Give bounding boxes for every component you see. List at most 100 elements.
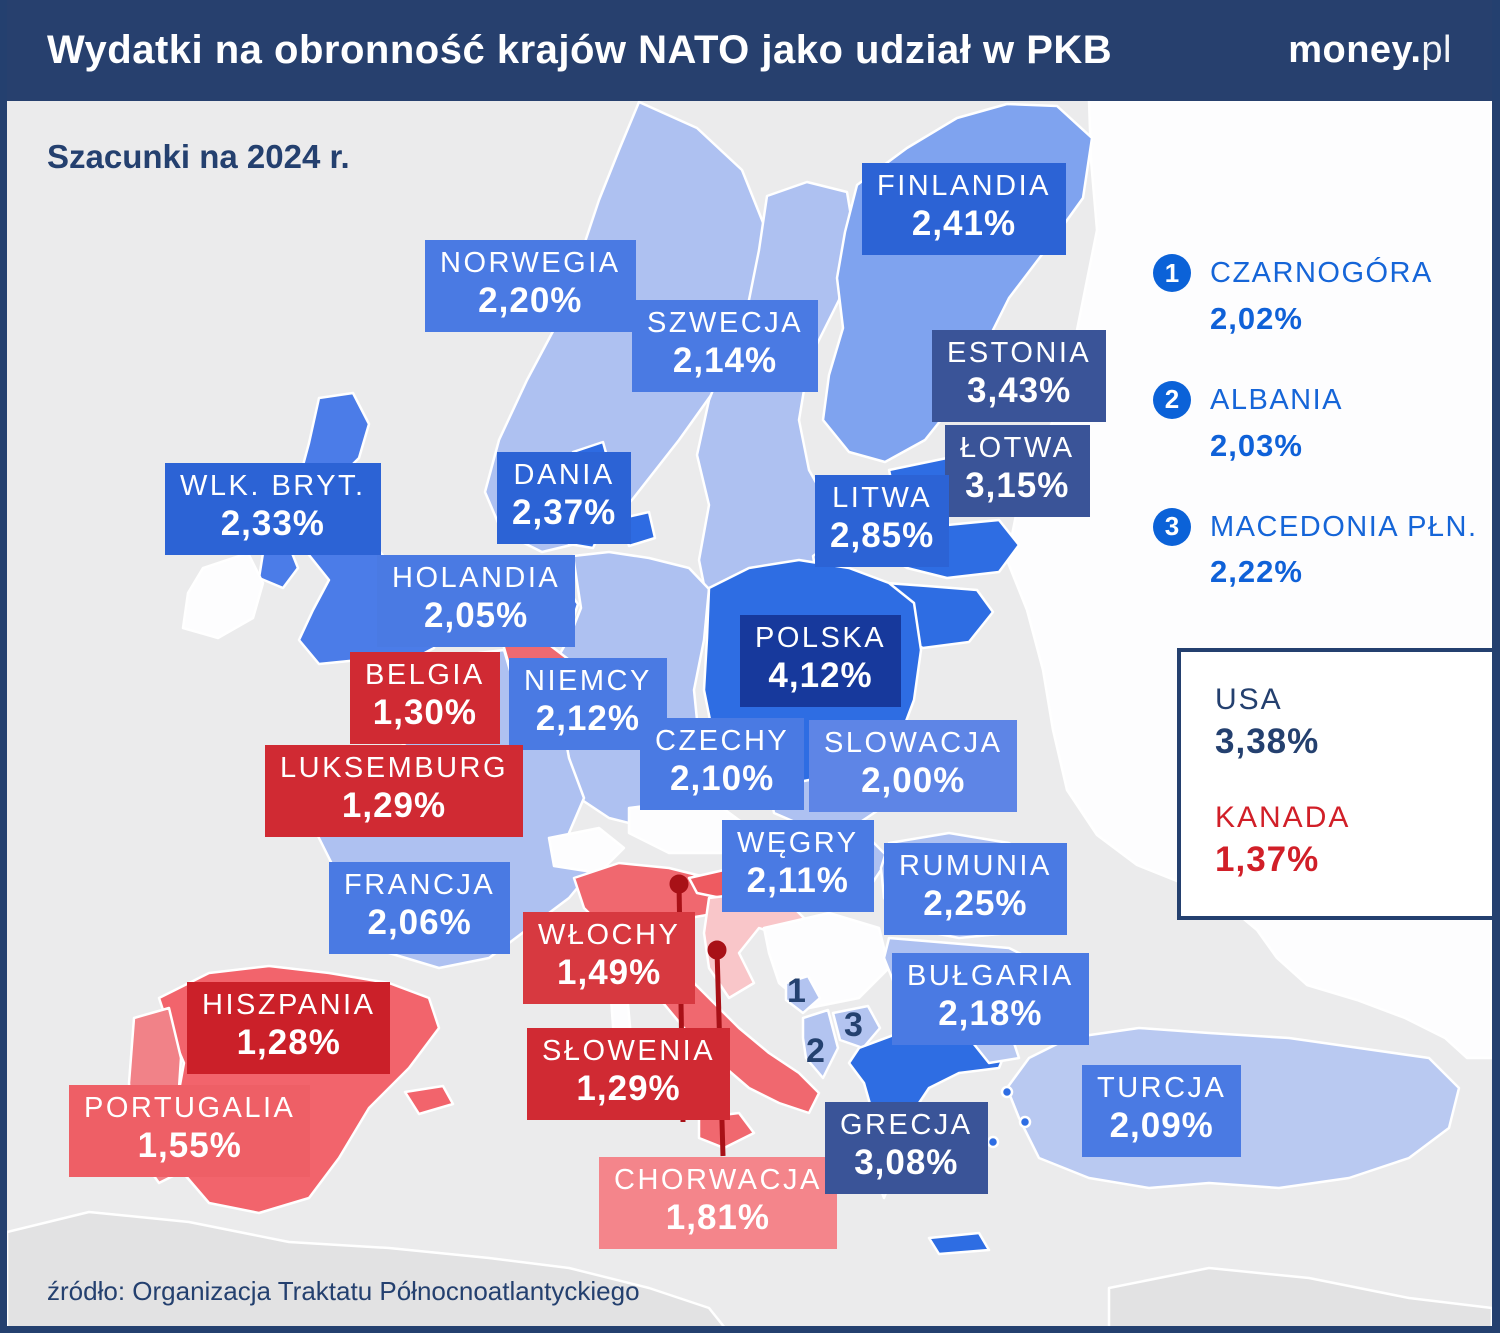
logo-bold-part: money. xyxy=(1288,29,1422,71)
legend: 1 CZARNOGÓRA 2,02% 2 ALBANIA 2,03% 3 MAC… xyxy=(1153,254,1478,636)
legend-country-name: ALBANIA xyxy=(1210,383,1343,416)
country-value: 2,33% xyxy=(220,504,325,544)
legend-country-value: 2,02% xyxy=(1210,300,1303,336)
country-value: 2,09% xyxy=(1109,1106,1214,1146)
logo-light-part: pl xyxy=(1421,29,1452,71)
map-label-czechy: CZECHY 2,10% xyxy=(640,718,805,810)
country-value: 2,85% xyxy=(830,516,935,556)
country-value: 3,08% xyxy=(854,1143,959,1183)
legend-country-value: 2,03% xyxy=(1210,427,1303,463)
map-label-polska: POLSKA 4,12% xyxy=(740,615,902,707)
country-name: HISZPANIA xyxy=(202,989,376,1021)
country-value: 1,29% xyxy=(341,786,447,826)
map-label-wlochy: WŁOCHY 1,49% xyxy=(523,912,696,1004)
kanada-value: 1,37% xyxy=(1215,840,1320,879)
country-name: WLK. BRYT. xyxy=(180,470,366,502)
map-label-lotwa: ŁOTWA 3,15% xyxy=(945,425,1090,517)
country-name: WŁOCHY xyxy=(538,919,681,951)
country-name: CHORWACJA xyxy=(614,1164,822,1196)
country-value: 2,10% xyxy=(669,759,775,799)
map-label-grecja: GRECJA 3,08% xyxy=(825,1102,988,1194)
country-value: 2,14% xyxy=(672,341,778,381)
country-name: PORTUGALIA xyxy=(84,1092,296,1124)
legend-marker-2: 2 xyxy=(1153,380,1191,419)
country-value: 2,05% xyxy=(424,596,529,636)
map-label-portugalia: PORTUGALIA 1,55% xyxy=(69,1085,311,1177)
moneypl-logo: money.pl xyxy=(1288,29,1452,72)
legend-country-name: MACEDONIA PŁN. xyxy=(1210,510,1478,543)
country-name: POLSKA xyxy=(755,622,887,654)
map-label-wegry: WĘGRY 2,11% xyxy=(722,820,874,912)
map-number-1: 1 xyxy=(787,972,806,1010)
map-number-3: 3 xyxy=(844,1006,863,1044)
country-value: 1,28% xyxy=(236,1023,341,1063)
country-name: TURCJA xyxy=(1097,1072,1227,1104)
map-shape-montenegro xyxy=(784,974,822,1015)
country-name: NIEMCY xyxy=(524,665,652,697)
map-label-finlandia: FINLANDIA 2,41% xyxy=(862,163,1066,255)
usa-value: 3,38% xyxy=(1215,722,1320,761)
map-shape-ireland xyxy=(181,551,265,640)
country-name: HOLANDIA xyxy=(392,562,561,594)
country-value: 1,29% xyxy=(576,1069,681,1109)
country-name: FRANCJA xyxy=(344,869,496,901)
country-name: BUŁGARIA xyxy=(907,960,1074,992)
map-label-szwecja: SZWECJA 2,14% xyxy=(632,300,819,392)
map-shape-serbia-bosnia xyxy=(762,911,891,1010)
country-name: LITWA xyxy=(832,482,933,514)
pin-dot-slovenia xyxy=(669,874,689,894)
subtitle: Szacunki na 2024 r. xyxy=(47,138,350,175)
map-label-chorwacja: CHORWACJA 1,81% xyxy=(599,1157,837,1249)
map-number-2: 2 xyxy=(806,1032,825,1070)
country-name: ŁOTWA xyxy=(960,432,1075,464)
country-value: 3,15% xyxy=(965,466,1070,506)
map-shape-albania xyxy=(801,1008,840,1080)
country-name: CZECHY xyxy=(655,725,790,757)
map-shape-aegean-island xyxy=(1018,1115,1032,1129)
country-name: ESTONIA xyxy=(947,337,1092,369)
map-shape-north-macedonia xyxy=(831,1004,882,1050)
legend-country-value: 2,22% xyxy=(1210,554,1303,590)
country-value: 2,18% xyxy=(938,994,1043,1034)
map-label-holandia: HOLANDIA 2,05% xyxy=(377,555,576,647)
legend-item-czarnogora: 1 CZARNOGÓRA 2,02% xyxy=(1153,254,1478,337)
country-name: WĘGRY xyxy=(737,827,859,859)
map-shape-aegean-island xyxy=(1000,1085,1014,1099)
country-name: LUKSEMBURG xyxy=(280,752,509,784)
map-shape-africa-east xyxy=(1107,1266,1492,1326)
country-value: 2,20% xyxy=(478,281,583,321)
country-name: SZWECJA xyxy=(647,307,804,339)
country-name: BELGIA xyxy=(365,659,485,691)
map-shape-africa-west xyxy=(7,1210,726,1326)
map-shape-sicily xyxy=(697,1111,756,1150)
header-bar: Wydatki na obronność krajów NATO jako ud… xyxy=(7,0,1492,101)
map-label-luksemburg: LUKSEMBURG 1,29% xyxy=(265,745,524,837)
country-value: 1,81% xyxy=(665,1198,771,1238)
kanada-label: KANADA xyxy=(1215,801,1351,834)
country-name: RUMUNIA xyxy=(899,850,1052,882)
country-value: 3,43% xyxy=(967,371,1072,411)
map-shape-crete xyxy=(927,1231,991,1256)
country-name: GRECJA xyxy=(840,1109,973,1141)
map-label-bulgaria: BUŁGARIA 2,18% xyxy=(892,953,1089,1045)
map-label-estonia: ESTONIA 3,43% xyxy=(932,330,1107,422)
legend-marker-3: 3 xyxy=(1153,507,1191,546)
country-name: SLOWACJA xyxy=(824,727,1003,759)
country-value: 2,00% xyxy=(861,761,966,801)
map-label-dania: DANIA 2,37% xyxy=(497,452,632,544)
page-title: Wydatki na obronność krajów NATO jako ud… xyxy=(47,28,1113,72)
map-label-slowacja: SLOWACJA 2,00% xyxy=(809,720,1018,812)
map-label-slowenia: SŁOWENIA 1,29% xyxy=(527,1028,731,1120)
source-note: źródło: Organizacja Traktatu Północnoatl… xyxy=(47,1276,640,1306)
country-name: FINLANDIA xyxy=(877,170,1051,202)
legend-item-macedonia: 3 MACEDONIA PŁN. 2,22% xyxy=(1153,507,1478,591)
map-label-turcja: TURCJA 2,09% xyxy=(1082,1065,1242,1157)
country-value: 4,12% xyxy=(768,656,873,696)
country-value: 1,49% xyxy=(557,953,662,993)
country-value: 2,12% xyxy=(535,699,641,739)
map-label-wlk-bryt: WLK. BRYT. 2,33% xyxy=(165,463,381,555)
map-shape-balearics xyxy=(403,1084,455,1116)
country-value: 2,25% xyxy=(923,884,1028,924)
usa-kanada-box: USA 3,38% KANADA 1,37% xyxy=(1177,648,1492,920)
